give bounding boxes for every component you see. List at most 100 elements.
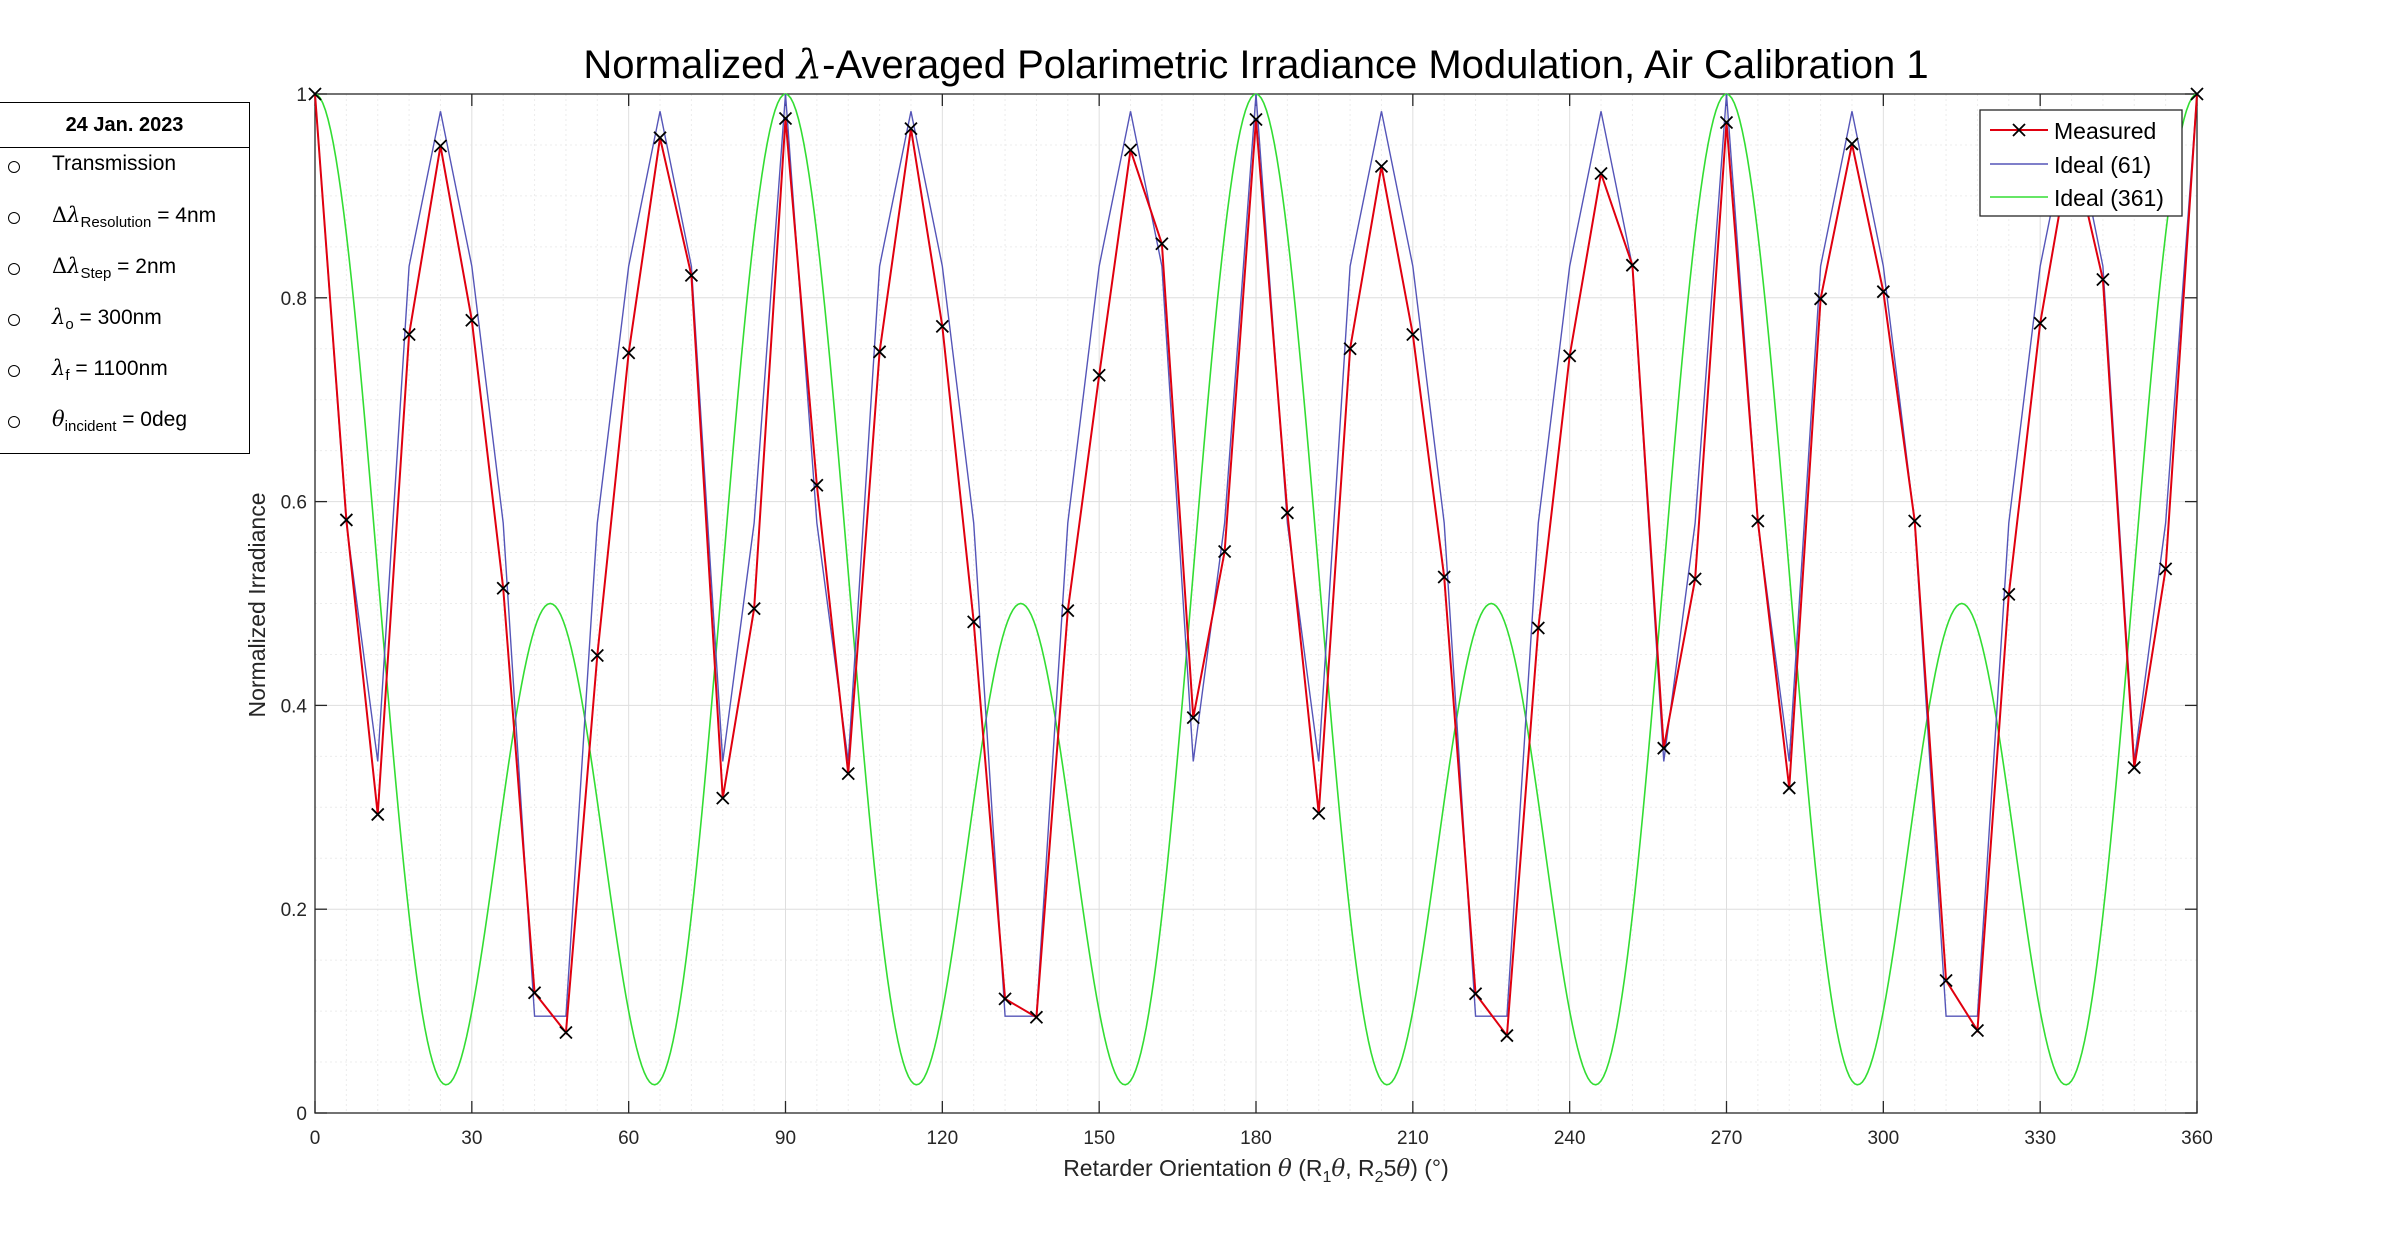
series-line-ideal-61 [314,93,2198,1017]
data-point-measured [559,1025,573,1040]
data-point-measured [872,345,887,359]
data-point-measured [1186,710,1200,725]
data-point-measured [1531,621,1545,635]
x-tick-label: 300 [1867,1128,1899,1149]
legend-label-ideal-61: Ideal (61) [2054,152,2151,178]
data-point-measured [590,648,604,663]
info-row-resolution: ΔλResolution = 4nm [0,199,249,250]
data-point-measured [2002,587,2016,601]
data-point-measured [402,327,416,342]
legend-box [1979,109,2183,217]
chart-title: Normalized λ-Averaged Polarimetric Irrad… [583,42,1928,88]
bullet-icon [8,365,20,377]
info-row-step: ΔλStep = 2nm [0,250,249,301]
data-point-measured [935,319,949,333]
x-tick-label: 240 [1554,1128,1586,1149]
x-axis-label: Retarder Orientation θ (R1θ, R25θ) (°) [1063,1155,1449,1186]
x-tick-label: 90 [775,1128,796,1149]
data-point-measured [967,615,981,629]
bullet-icon [8,263,20,275]
data-point-measured [1468,987,1483,1001]
y-tick-label: 0.2 [281,900,307,921]
y-tick-label: 0.4 [281,696,308,717]
data-point-measured [1876,285,1890,299]
info-row-transmission: Transmission [0,148,249,199]
data-point-measured [622,346,636,360]
info-row-lambda-final: λf = 1100nm [0,352,249,403]
info-annotation-box: 24 Jan. 2023 Transmission ΔλResolution =… [0,102,250,454]
x-tick-label: 180 [1240,1128,1272,1149]
title-part: Normalized [583,43,796,87]
data-point-measured [1970,1023,1985,1038]
data-point-measured [653,131,667,145]
data-point-measured [716,791,730,805]
data-point-measured [1312,806,1326,821]
title-part: -Averaged Polarimetric Irradiance Modula… [822,43,1928,87]
x-tick-label: 120 [926,1128,958,1149]
data-point-measured [1061,603,1075,618]
x-tick-label: 270 [1711,1128,1743,1149]
data-point-measured [1751,514,1765,528]
data-point-measured [1406,327,1420,342]
data-point-measured [1719,115,1734,130]
y-tick-labels: 0 0.2 0.4 0.6 0.8 1 [281,85,308,1125]
data-point-measured [1500,1028,1514,1043]
data-point-measured [1123,143,1138,157]
x-tick-label: 60 [618,1128,639,1149]
data-point-measured [810,478,824,492]
x-tick-label: 150 [1083,1128,1115,1149]
y-axis-label: Normalized Irradiance [244,493,270,718]
x-tick-label: 30 [461,1128,482,1149]
legend-label-measured: Measured [2054,118,2156,144]
title-lambda: λ [795,42,822,88]
data-point-measured [1657,741,1671,755]
data-point-measured [1782,781,1796,795]
data-point-measured [904,122,918,136]
data-point-measured [1374,159,1389,173]
info-date: 24 Jan. 2023 [0,103,249,148]
y-tick-label: 0.6 [281,493,307,514]
y-tick-label: 0 [296,1104,307,1125]
data-point-measured [1280,506,1295,520]
data-point-measured [1813,292,1828,306]
bullet-icon [8,314,20,326]
x-tick-label: 360 [2181,1128,2213,1149]
info-row-lambda-start: λo = 300nm [0,301,249,352]
legend: Measured Ideal (61) Ideal (361) [1979,109,2183,217]
series-layer [308,87,2204,1086]
data-point-measured [2096,272,2110,287]
data-point-measured [747,601,761,616]
data-point-measured [339,513,354,527]
legend-item-ideal-361: Ideal (361) [1990,185,2164,211]
data-point-measured [841,767,855,781]
legend-item-ideal-61: Ideal (61) [1990,152,2151,178]
data-point-measured [527,986,542,1000]
data-point-measured [2190,87,2204,101]
data-point-measured [1437,570,1451,584]
data-point-measured [465,313,479,327]
data-point-measured [433,139,448,153]
data-point-measured [1908,514,1922,528]
x-tick-label: 0 [310,1128,321,1149]
data-point-measured [1594,166,1608,181]
data-point-measured [1029,1010,1044,1024]
data-point-measured [1249,112,1263,127]
info-row-incident-angle: θincident = 0deg [0,403,249,454]
data-point-measured [1845,137,1859,151]
data-point-measured [1343,342,1357,356]
x-tick-label: 210 [1397,1128,1429,1149]
data-point-measured [2158,562,2173,576]
bullet-icon [8,416,20,428]
data-point-measured [1939,973,1953,988]
data-point-measured [998,992,1012,1006]
data-point-measured [1217,544,1232,559]
data-point-measured [1688,572,1702,586]
data-point-measured [1092,368,1106,382]
legend-item-measured: Measured [1990,118,2156,144]
x-tick-labels: 0 30 60 90 120 150 180 210 240 270 300 330 360 [310,1128,2213,1149]
legend-label-ideal-361: Ideal (361) [2054,185,2164,211]
data-point-measured [1155,237,1169,251]
data-point-measured [684,268,699,283]
data-point-measured [496,581,510,595]
